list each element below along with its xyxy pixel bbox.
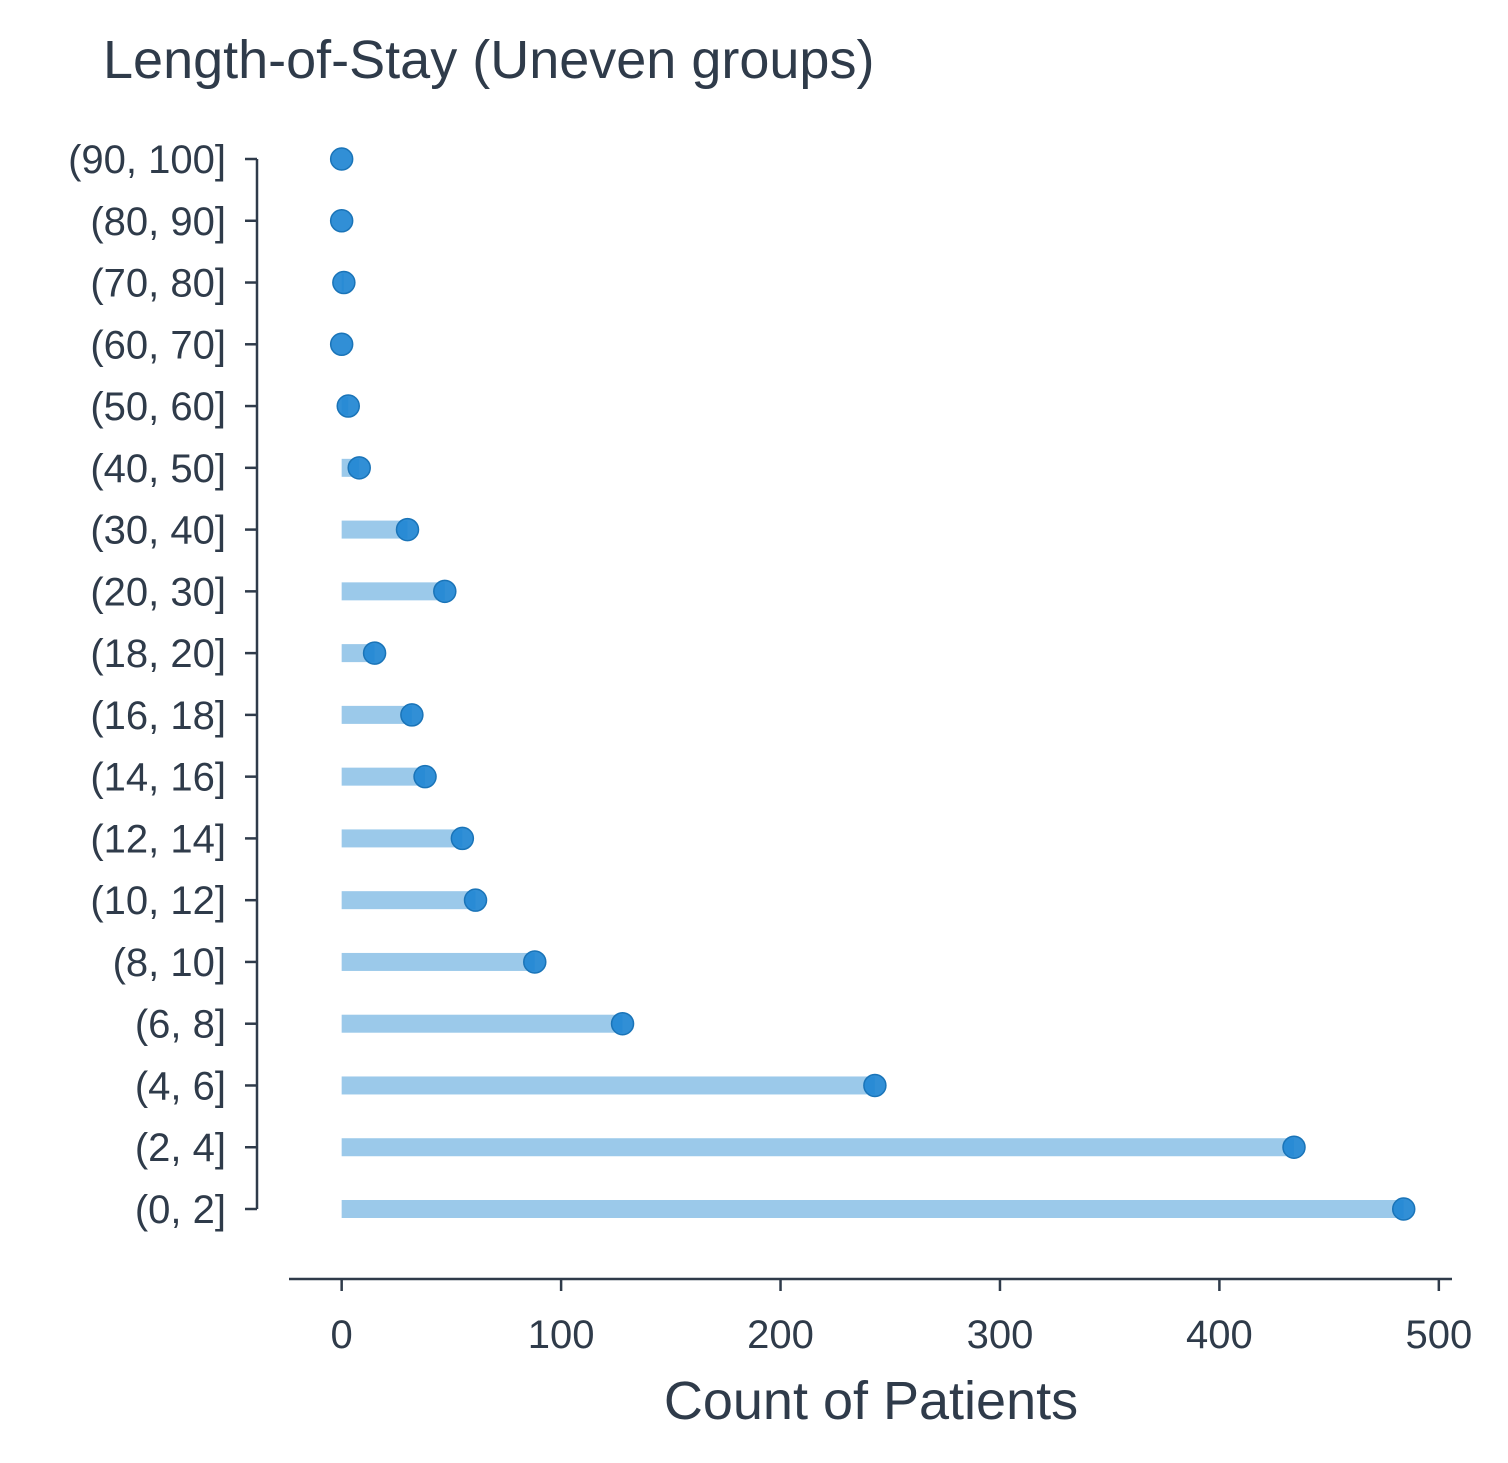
- y-tick-label: (80, 90]: [90, 200, 226, 244]
- lollipop-stem: [341, 952, 535, 971]
- lollipop-stem: [341, 891, 476, 910]
- lollipop-dot: [329, 147, 354, 171]
- lollipop-stem: [341, 1138, 1295, 1157]
- lollipop-stem: [341, 829, 463, 848]
- y-tick-label: (90, 100]: [68, 138, 226, 182]
- x-axis-title: Count of Patients: [664, 1371, 1078, 1431]
- x-tick-label: 500: [1405, 1313, 1472, 1357]
- lollipop-dot: [329, 332, 354, 357]
- y-tick-label: (12, 14]: [90, 817, 226, 861]
- y-tick-label: (0, 2]: [135, 1188, 226, 1232]
- y-tick-label: (6, 8]: [135, 1003, 226, 1047]
- x-tick-label: 200: [747, 1313, 814, 1357]
- lollipop-dot: [433, 579, 457, 604]
- lollipop-stem: [341, 705, 412, 724]
- lollipop-dot: [336, 394, 360, 418]
- lollipop-dot: [400, 703, 424, 727]
- lollipop-stem: [341, 1076, 875, 1095]
- x-tick-label: 300: [967, 1313, 1034, 1357]
- y-tick-label: (50, 60]: [90, 385, 226, 429]
- stem-group: [341, 273, 1404, 1218]
- lollipop-dot: [413, 764, 437, 789]
- y-tick-label: (30, 40]: [90, 509, 226, 553]
- y-tick-label: (2, 4]: [135, 1126, 226, 1170]
- lollipop-dot: [463, 888, 488, 912]
- y-tick-label: (10, 12]: [90, 879, 226, 923]
- lollipop-stem: [341, 767, 426, 786]
- y-tick-label: (20, 30]: [90, 570, 226, 614]
- x-tick-label: 400: [1186, 1313, 1253, 1357]
- lollipop-stem: [341, 1014, 623, 1033]
- dot-group: [329, 147, 1416, 1221]
- y-tick-label: (60, 70]: [90, 323, 226, 367]
- lollipop-dot: [395, 517, 420, 542]
- lollipop-dot: [450, 826, 475, 851]
- lollipop-dot: [362, 641, 387, 665]
- y-tick-label: (40, 50]: [90, 447, 226, 491]
- y-axis: (0, 2] (2, 4] (4, 6] (6, 8] (8, 10] (10, 12] (…: [68, 138, 259, 1232]
- y-tick-label: (4, 6]: [135, 1064, 226, 1108]
- x-tick-label: 0: [331, 1313, 353, 1357]
- lollipop-dot: [1391, 1197, 1416, 1221]
- y-tick-label: (18, 20]: [90, 632, 226, 676]
- lollipop-dot: [332, 270, 356, 295]
- y-tick-label: (70, 80]: [90, 262, 226, 306]
- lollipop-dot: [610, 1011, 635, 1036]
- lollipop-dot: [863, 1073, 887, 1098]
- lollipop-dot: [329, 209, 354, 233]
- x-axis: 0 100 200 300 400 500: [289, 1277, 1472, 1357]
- lollipop-dot: [523, 950, 547, 974]
- y-tick-label: (8, 10]: [113, 941, 226, 985]
- x-tick-label: 100: [528, 1313, 595, 1357]
- y-tick-label: (14, 16]: [90, 756, 226, 800]
- lollipop-stem: [341, 520, 408, 539]
- lollipop-dot: [347, 456, 371, 480]
- lollipop-dot: [1282, 1135, 1306, 1159]
- lollipop-stem: [341, 1200, 1404, 1218]
- y-tick-label: (16, 18]: [90, 694, 226, 738]
- chart-title: Length-of-Stay (Uneven groups): [103, 30, 874, 90]
- lollipop-stem: [341, 582, 445, 601]
